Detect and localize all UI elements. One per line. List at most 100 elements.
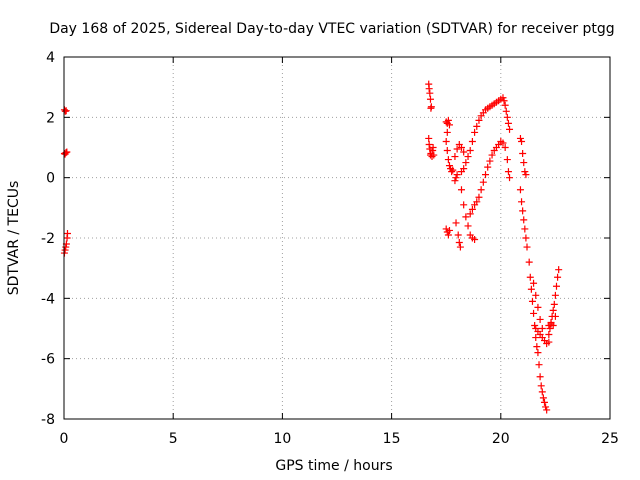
data-point [445, 121, 453, 129]
data-point [522, 234, 530, 242]
data-point [460, 165, 468, 173]
data-point [484, 163, 492, 171]
data-point [516, 134, 524, 142]
data-point [466, 147, 474, 155]
data-point [543, 406, 551, 414]
data-point [531, 321, 539, 329]
data-point [451, 153, 459, 161]
data-point [427, 103, 435, 111]
data-point [429, 144, 437, 151]
data-point [471, 128, 479, 136]
data-point [452, 219, 460, 227]
data-point [506, 125, 514, 133]
data-point [457, 144, 465, 151]
x-tick-label: 15 [383, 431, 401, 447]
data-point [464, 153, 472, 161]
y-tick-label: -8 [41, 412, 55, 428]
data-point [453, 145, 461, 153]
data-point [546, 325, 554, 332]
data-point [473, 198, 481, 206]
data-point [537, 382, 545, 390]
data-point [444, 156, 452, 164]
data-point [551, 312, 559, 320]
x-tick-label: 20 [492, 431, 510, 447]
data-point [503, 113, 511, 121]
data-point [456, 243, 464, 251]
data-point [532, 334, 540, 342]
y-tick-label: 0 [46, 171, 55, 187]
data-point [445, 226, 453, 234]
data-point [520, 216, 528, 224]
data-point [530, 279, 538, 287]
data-point [448, 168, 456, 176]
data-point [499, 139, 507, 147]
data-point [63, 148, 71, 156]
data-point [501, 144, 509, 151]
data-point [526, 273, 534, 281]
y-tick-label: -4 [41, 291, 55, 307]
data-point [550, 300, 558, 308]
x-tick-labels: 0 5 10 15 20 25 [60, 431, 619, 447]
data-point [460, 201, 468, 209]
y-tick-label: 2 [46, 110, 55, 126]
y-tick-label: -6 [41, 352, 55, 368]
data-point [545, 338, 553, 346]
data-point [442, 137, 450, 145]
data-point [475, 116, 483, 124]
data-point [536, 315, 544, 323]
data-point [479, 178, 487, 186]
data-point [525, 258, 533, 266]
data-point [523, 243, 531, 251]
y-tick-label: -2 [41, 231, 55, 247]
data-point [534, 303, 542, 311]
data-point [527, 285, 535, 293]
data-point [518, 137, 526, 145]
x-axis-label: GPS time / hours [275, 458, 392, 474]
data-point [462, 159, 470, 167]
data-point [549, 306, 557, 314]
data-point [500, 97, 508, 105]
data-point [528, 297, 536, 305]
x-tick-label: 5 [169, 431, 178, 447]
data-point [551, 291, 559, 299]
data-point [521, 225, 529, 233]
data-point [538, 388, 546, 396]
data-point [453, 171, 461, 179]
data-point [442, 225, 450, 233]
data-point [460, 148, 468, 156]
data-point [443, 147, 451, 155]
chart-title: Day 168 of 2025, Sidereal Day-to-day VTE… [49, 21, 614, 37]
data-point [518, 198, 526, 206]
data-point [466, 210, 474, 218]
data-point [455, 239, 463, 247]
data-point [503, 156, 511, 164]
x-tick-label: 0 [60, 431, 69, 447]
data-point [457, 186, 465, 194]
data-point [425, 140, 433, 148]
data-point [534, 349, 542, 357]
data-point [63, 229, 71, 237]
data-point [430, 151, 438, 159]
data-point [533, 343, 541, 351]
x-tick-label: 25 [601, 431, 619, 447]
data-point [499, 94, 507, 102]
data-point [426, 89, 434, 97]
data-points [60, 80, 563, 414]
data-point [454, 231, 462, 239]
data-point [549, 321, 557, 329]
data-point [552, 282, 560, 290]
data-point [516, 186, 524, 194]
data-point [475, 193, 483, 201]
y-tick-labels: 4 2 0 -2 -4 -6 -8 [41, 50, 55, 428]
data-point [444, 231, 452, 239]
data-point [530, 309, 538, 317]
data-point [538, 325, 546, 332]
y-axis-label: SDTVAR / TECUs [6, 181, 22, 296]
data-point [504, 168, 512, 176]
data-point [521, 168, 529, 176]
data-point [452, 174, 460, 182]
data-point [540, 398, 548, 406]
data-point [520, 159, 528, 167]
data-point [61, 107, 69, 115]
